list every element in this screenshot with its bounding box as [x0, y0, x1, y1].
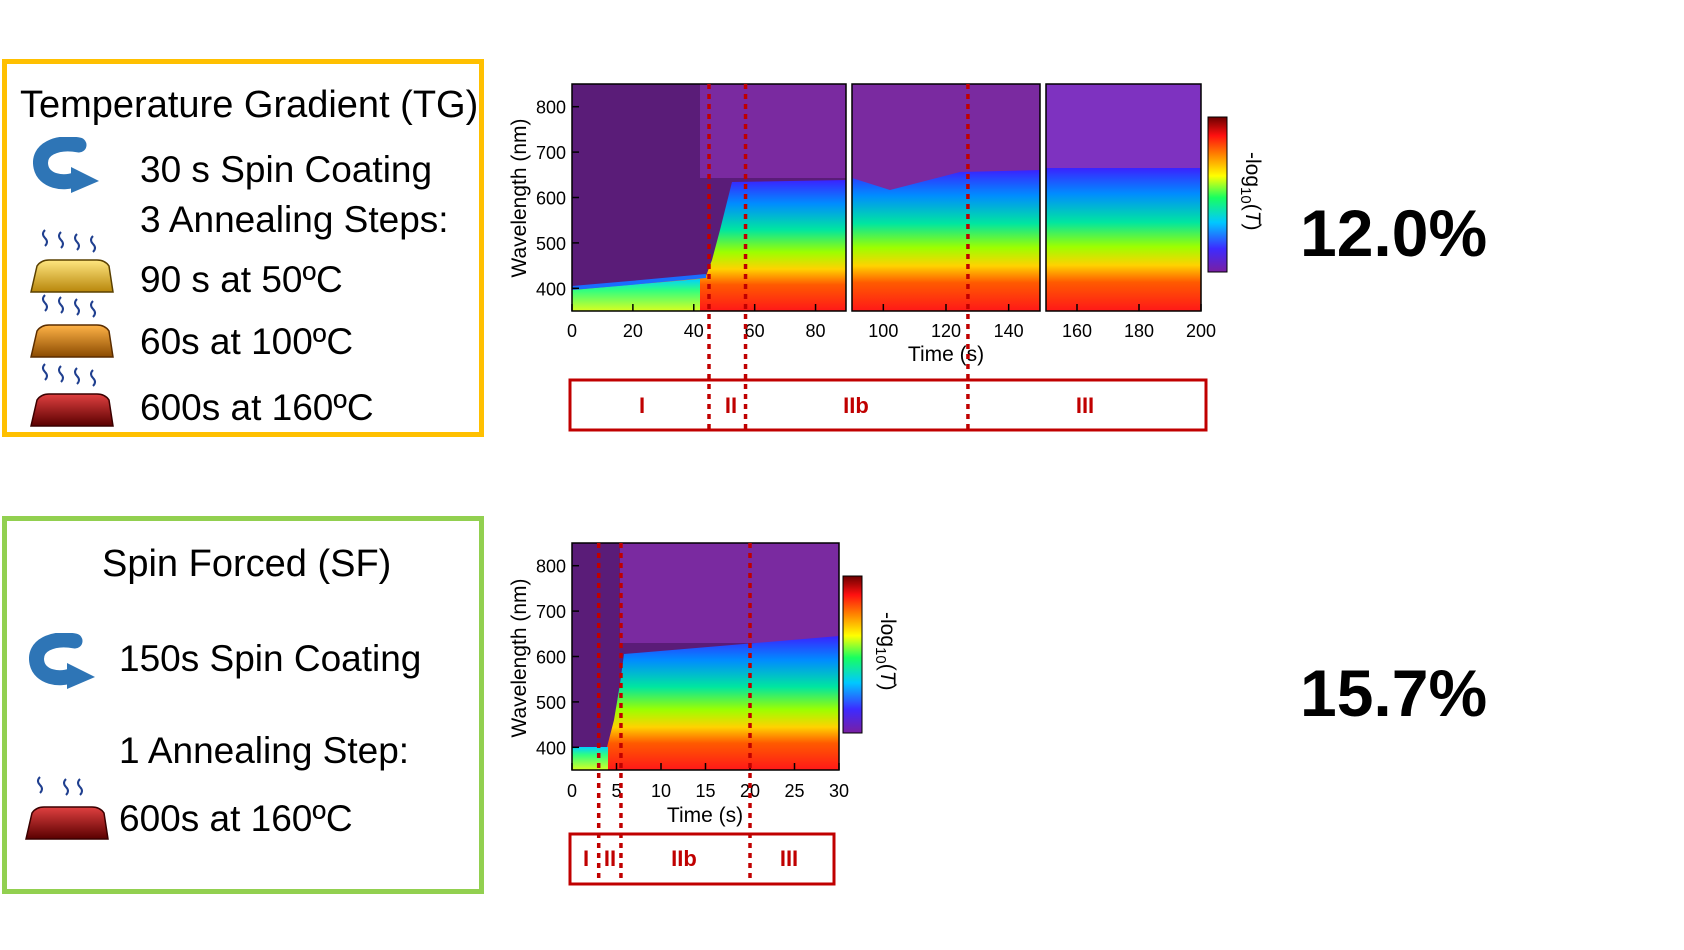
tg-heatmap-panel-3 [1046, 84, 1201, 311]
x-tick-label: 15 [695, 781, 715, 801]
hotplate-50c-icon [30, 229, 114, 293]
sf-efficiency: 15.7% [1300, 656, 1488, 730]
x-tick-label: 100 [868, 321, 898, 341]
x-tick-label: 25 [784, 781, 804, 801]
sf-heatmap-panel [572, 543, 839, 770]
hotplate-160c-icon [25, 776, 109, 840]
y-tick-label: 700 [536, 143, 566, 163]
tg-region-label-iii: III [1076, 393, 1094, 418]
sf-region-label-i: I [583, 846, 589, 871]
tg-heatmap-panel-2 [852, 84, 1040, 311]
tg-xlabel: Time (s) [908, 343, 984, 366]
sf-title: Spin Forced (SF) [102, 543, 392, 585]
y-tick-label: 600 [536, 189, 566, 209]
y-tick-label: 400 [536, 738, 566, 758]
hotplate-160c-icon [30, 363, 114, 427]
tg-region-label-iib: IIb [843, 393, 869, 418]
spin-coating-icon [29, 633, 95, 689]
y-tick-label: 700 [536, 602, 566, 622]
x-tick-label: 120 [931, 321, 961, 341]
sf-region-label-ii: II [604, 846, 616, 871]
x-tick-label: 160 [1062, 321, 1092, 341]
x-tick-label: 20 [740, 781, 760, 801]
tg-colorbar [1207, 116, 1228, 273]
sf-axes: 400 500 600 700 800 0 5 10 15 20 25 30 [536, 557, 849, 801]
tg-title: Temperature Gradient (TG) [20, 84, 479, 126]
sf-region-boundaries [596, 543, 752, 884]
tg-step-spin: 30 s Spin Coating [140, 149, 433, 190]
tg-step-160c: 600s at 160ºC [140, 387, 374, 428]
x-tick-label: 30 [829, 781, 849, 801]
x-tick-label: 0 [567, 321, 577, 341]
y-tick-label: 600 [536, 648, 566, 668]
sf-colorbar [842, 575, 863, 734]
sf-step-spin: 150s Spin Coating [119, 638, 422, 679]
x-tick-label: 180 [1124, 321, 1154, 341]
tg-region-box [568, 378, 1208, 432]
tg-region-label-i: I [639, 393, 645, 418]
y-tick-label: 800 [536, 98, 566, 118]
sf-step-annealing-count: 1 Annealing Step: [119, 730, 410, 771]
tg-region-label-ii: II [725, 393, 737, 418]
hotplate-100c-icon [30, 294, 114, 358]
x-tick-label: 140 [994, 321, 1024, 341]
y-tick-label: 800 [536, 557, 566, 577]
tg-region-boundaries [707, 84, 970, 430]
sf-region-label-iib: IIb [671, 846, 697, 871]
x-tick-label: 40 [684, 321, 704, 341]
x-tick-label: 0 [567, 781, 577, 801]
x-tick-label: 60 [745, 321, 765, 341]
y-tick-label: 400 [536, 279, 566, 299]
tg-step-annealing-count: 3 Annealing Steps: [140, 199, 449, 240]
sf-protocol-panel: Spin Forced (SF) 150s Spin Coating 1 Ann… [2, 516, 484, 894]
sf-region-label-iii: III [780, 846, 798, 871]
sf-step-160c: 600s at 160ºC [119, 798, 353, 839]
x-tick-label: 20 [623, 321, 643, 341]
sf-colorbar-label: -log10(T) [872, 612, 899, 691]
sf-ylabel: Wavelength (nm) [508, 578, 531, 737]
sf-region-box [568, 832, 836, 886]
x-tick-label: 80 [806, 321, 826, 341]
sf-xlabel: Time (s) [667, 804, 743, 827]
tg-step-50c: 90 s at 50ºC [140, 259, 343, 300]
x-tick-label: 5 [611, 781, 621, 801]
tg-step-100c: 60s at 100ºC [140, 321, 354, 362]
x-tick-label: 10 [651, 781, 671, 801]
y-tick-label: 500 [536, 693, 566, 713]
tg-efficiency: 12.0% [1300, 196, 1488, 270]
tg-axes: 400 500 600 700 800 0 20 40 60 80 100 120 140 160 180 2… [536, 98, 1216, 341]
tg-protocol-panel: Temperature Gradient (TG) 30 s Spin Coat… [2, 59, 484, 437]
tg-colorbar-label: -log10(T) [1237, 152, 1264, 231]
spin-coating-icon [33, 137, 99, 193]
tg-ylabel: Wavelength (nm) [508, 118, 531, 277]
x-tick-label: 200 [1186, 321, 1216, 341]
y-tick-label: 500 [536, 234, 566, 254]
